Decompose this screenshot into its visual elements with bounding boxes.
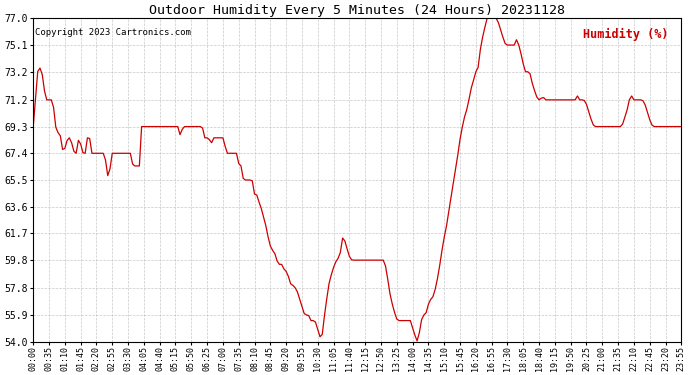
Text: Humidity (%): Humidity (%): [583, 28, 669, 41]
Title: Outdoor Humidity Every 5 Minutes (24 Hours) 20231128: Outdoor Humidity Every 5 Minutes (24 Hou…: [149, 4, 565, 17]
Text: Copyright 2023 Cartronics.com: Copyright 2023 Cartronics.com: [34, 28, 190, 37]
